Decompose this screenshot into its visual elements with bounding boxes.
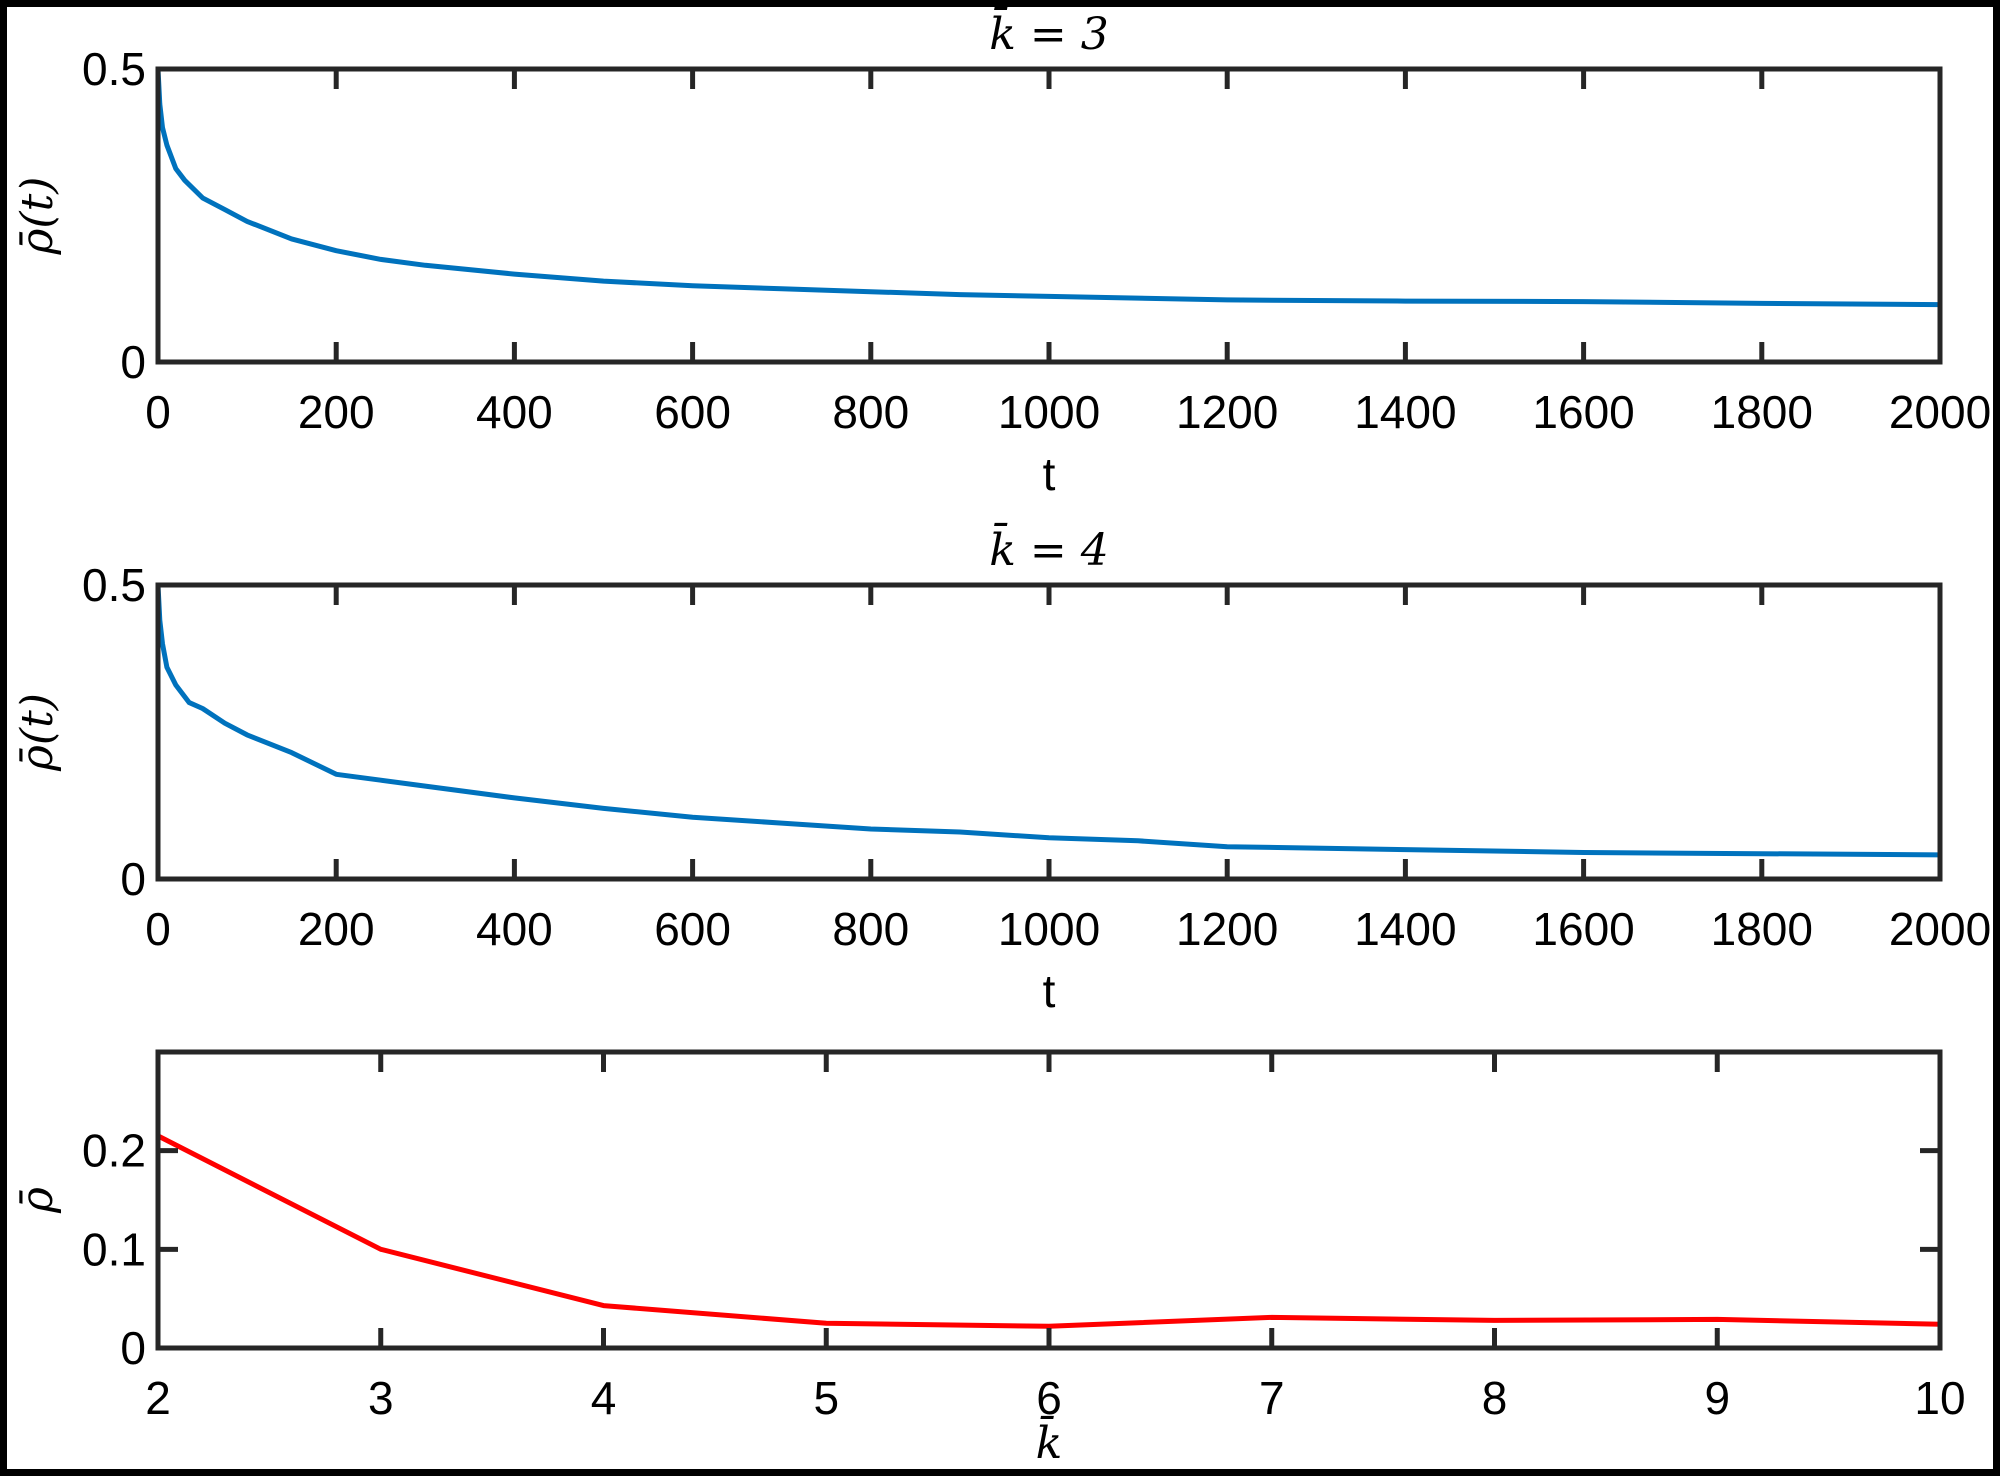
x-tick-label: 1200 (1176, 386, 1278, 438)
x-tick-label: 200 (298, 386, 375, 438)
x-tick-label: 400 (476, 903, 553, 955)
y-axis-label: ρ̄ (12, 1187, 63, 1214)
x-tick-label: 1200 (1176, 903, 1278, 955)
subplot-1: 0 200 400 600 800 1000 1200 1400 1600 1800 2000 0 0.… (12, 5, 1991, 500)
x-tick-label: 7 (1259, 1372, 1285, 1424)
x-axis-label: t (1043, 965, 1056, 1017)
x-tick-label: 9 (1704, 1372, 1730, 1424)
subplot-title: k̄ = 3 (989, 5, 1109, 60)
x-tick-label: 1800 (1711, 903, 1813, 955)
y-tick-label: 0 (120, 853, 146, 905)
data-series-line (155, 584, 1941, 858)
x-tick-label: 1000 (998, 386, 1100, 438)
subplot-3: 2 3 4 5 6 7 8 9 10 0 0.1 0.2 k̄ ρ̄ (12, 1049, 1966, 1469)
subplot-2: 0 200 400 600 800 1000 1200 1400 1600 1800 2000 0 0.… (12, 521, 1991, 1017)
x-tick-label: 2 (145, 1372, 171, 1424)
x-tick-label: 800 (832, 903, 909, 955)
y-tick-label: 0 (120, 1322, 146, 1374)
x-tick-label: 2000 (1889, 386, 1991, 438)
x-axis-label: k̄ (1036, 1414, 1063, 1469)
data-series-line (155, 68, 1941, 308)
y-axis-label: ρ̄(t) (12, 693, 63, 772)
x-tick-label: 1400 (1354, 903, 1456, 955)
x-tick-label: 0 (145, 386, 171, 438)
subplot-title: k̄ = 4 (989, 521, 1109, 576)
x-tick-label: 600 (654, 903, 731, 955)
x-tick-label: 8 (1482, 1372, 1508, 1424)
x-tick-label: 4 (591, 1372, 617, 1424)
x-tick-label: 10 (1914, 1372, 1965, 1424)
x-tick-label: 600 (654, 386, 731, 438)
x-tick-label: 400 (476, 386, 553, 438)
y-tick-label: 0.5 (82, 559, 146, 611)
data-series-line (156, 1133, 1941, 1329)
figure-background (7, 7, 1993, 1469)
x-tick-label: 1000 (998, 903, 1100, 955)
x-tick-label: 3 (368, 1372, 394, 1424)
x-tick-label: 5 (813, 1372, 839, 1424)
x-tick-label: 1600 (1532, 386, 1634, 438)
y-axis-label: ρ̄(t) (12, 177, 63, 256)
x-tick-label: 0 (145, 903, 171, 955)
x-tick-label: 2000 (1889, 903, 1991, 955)
y-tick-label: 0.5 (82, 43, 146, 95)
x-tick-label: 200 (298, 903, 375, 955)
x-tick-label: 1600 (1532, 903, 1634, 955)
x-tick-label: 800 (832, 386, 909, 438)
y-tick-label: 0.1 (82, 1223, 146, 1275)
y-tick-label: 0.2 (82, 1125, 146, 1177)
x-tick-label: 6 (1036, 1372, 1062, 1424)
x-tick-label: 1800 (1711, 386, 1813, 438)
x-tick-label: 1400 (1354, 386, 1456, 438)
x-axis-label: t (1043, 448, 1056, 500)
y-tick-label: 0 (120, 336, 146, 388)
